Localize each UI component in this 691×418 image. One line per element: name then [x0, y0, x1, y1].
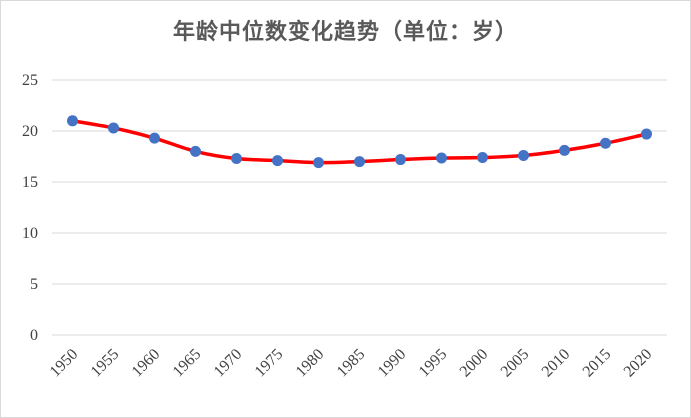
data-point-1990 — [395, 154, 406, 166]
data-point-1980 — [313, 157, 324, 169]
x-tick-label: 1985 — [334, 346, 369, 381]
data-point-2010 — [559, 144, 570, 156]
data-point-1970 — [231, 153, 242, 165]
x-tick-label: 1970 — [211, 346, 246, 381]
x-tick-label: 2020 — [621, 346, 656, 381]
y-tick-label: 20 — [22, 123, 38, 140]
x-tick-label: 1965 — [170, 346, 205, 381]
data-point-1960 — [149, 132, 160, 144]
x-tick-label: 1950 — [47, 346, 82, 381]
x-tick-label: 2015 — [580, 346, 615, 381]
data-point-1950 — [67, 115, 78, 127]
data-point-2015 — [600, 137, 611, 149]
data-point-1975 — [272, 155, 283, 167]
data-point-2020 — [641, 128, 652, 140]
data-point-1965 — [190, 145, 201, 157]
data-point-2005 — [518, 149, 529, 161]
y-tick-label: 25 — [22, 72, 38, 89]
x-tick-label: 2010 — [539, 346, 574, 381]
data-point-1995 — [436, 152, 447, 164]
x-tick-label: 1955 — [88, 346, 123, 381]
x-tick-label: 1960 — [129, 346, 164, 381]
x-tick-label: 1995 — [416, 346, 451, 381]
x-tick-label: 1990 — [375, 346, 410, 381]
x-tick-label: 1980 — [293, 346, 328, 381]
y-tick-label: 15 — [22, 174, 38, 191]
y-tick-label: 5 — [30, 276, 38, 293]
data-point-2000 — [477, 152, 488, 164]
x-tick-label: 2005 — [498, 346, 533, 381]
data-point-1985 — [354, 156, 365, 168]
chart-title: 年龄中位数变化趋势（单位：岁） — [172, 19, 518, 45]
y-tick-label: 0 — [30, 327, 38, 344]
y-tick-label: 10 — [22, 225, 38, 242]
x-tick-label: 2000 — [457, 346, 492, 381]
x-tick-label: 1975 — [252, 346, 287, 381]
data-point-1955 — [108, 122, 119, 134]
